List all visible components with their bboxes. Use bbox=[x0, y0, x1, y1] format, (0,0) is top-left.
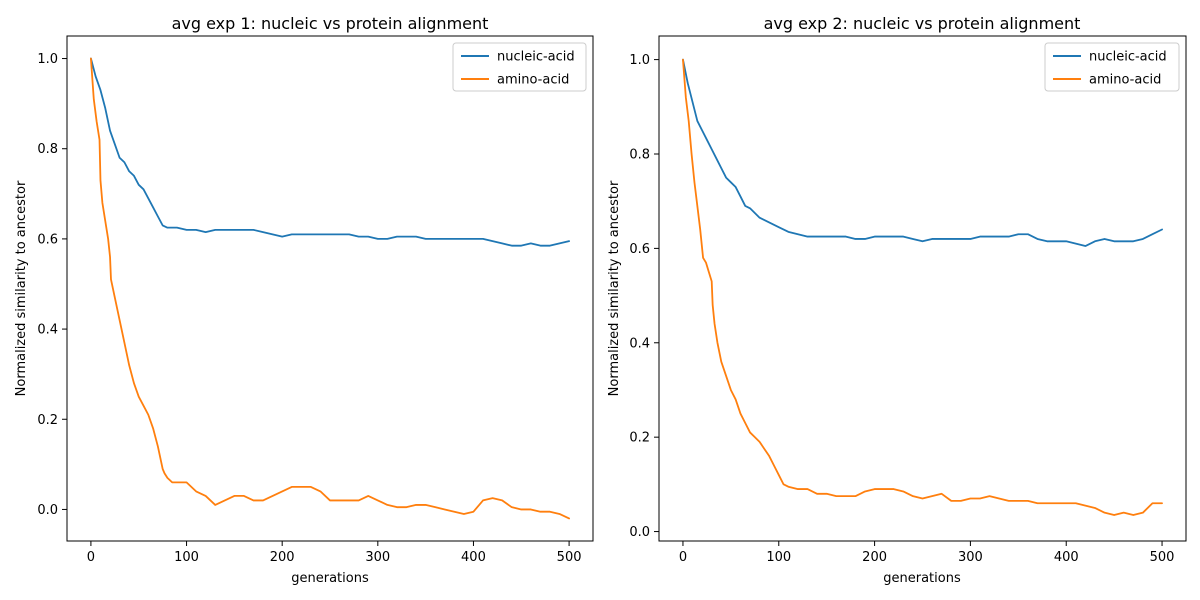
x-tick-label: 0 bbox=[679, 550, 687, 565]
legend-label-nucleic-acid: nucleic-acid bbox=[1089, 50, 1167, 65]
y-tick-label: 0.2 bbox=[37, 413, 58, 428]
legend-label-amino-acid: amino-acid bbox=[497, 73, 569, 88]
chart-panel-2: avg exp 2: nucleic vs protein alignment … bbox=[607, 14, 1187, 586]
y-tick-label: 0.2 bbox=[629, 431, 650, 446]
series-line-amino-acid bbox=[90, 57, 570, 520]
x-tick-label: 400 bbox=[1054, 550, 1079, 565]
x-tick-label: 200 bbox=[862, 550, 887, 565]
y-tick-label: 1.0 bbox=[37, 52, 58, 67]
series-line-amino-acid bbox=[682, 58, 1163, 516]
chart-title: avg exp 1: nucleic vs protein alignment bbox=[172, 14, 489, 33]
x-tick-label: 0 bbox=[87, 550, 95, 565]
x-tick-label: 500 bbox=[1150, 550, 1175, 565]
x-axis-label: generations bbox=[883, 571, 961, 586]
x-tick-label: 500 bbox=[557, 550, 582, 565]
y-tick-label: 0.6 bbox=[37, 232, 58, 247]
y-tick-label: 0.4 bbox=[629, 336, 650, 351]
x-tick-label: 400 bbox=[461, 550, 486, 565]
chart-panel-1: avg exp 1: nucleic vs protein alignment … bbox=[14, 14, 594, 586]
y-tick-label: 0.6 bbox=[629, 242, 650, 257]
y-tick-label: 1.0 bbox=[629, 53, 650, 68]
legend: nucleic-acid amino-acid bbox=[452, 42, 587, 92]
y-axis-label: Normalized similarity to ancestor bbox=[14, 180, 29, 396]
x-tick-label: 100 bbox=[766, 550, 791, 565]
plot-layer bbox=[90, 57, 570, 520]
plot-frame bbox=[66, 35, 594, 542]
axis-ticks: 0 100 200 300 400 500 0.0 0.2 0.4 0.6 0.8 1.0 bbox=[37, 52, 581, 565]
y-axis-label: Normalized similarity to ancestor bbox=[607, 180, 622, 396]
legend-label-amino-acid: amino-acid bbox=[1089, 73, 1161, 88]
y-tick-label: 0.0 bbox=[629, 525, 650, 540]
x-tick-label: 300 bbox=[958, 550, 983, 565]
y-tick-label: 0.8 bbox=[37, 142, 58, 157]
x-tick-label: 200 bbox=[270, 550, 295, 565]
series-line-nucleic-acid bbox=[90, 57, 570, 247]
y-tick-label: 0.4 bbox=[37, 323, 58, 338]
chart-title: avg exp 2: nucleic vs protein alignment bbox=[764, 14, 1081, 33]
axis-ticks: 0 100 200 300 400 500 0.0 0.2 0.4 0.6 0.8 1.0 bbox=[629, 53, 1174, 565]
y-tick-label: 0.0 bbox=[37, 503, 58, 518]
plot-frame bbox=[658, 35, 1187, 542]
series-line-nucleic-acid bbox=[682, 58, 1163, 247]
legend-label-nucleic-acid: nucleic-acid bbox=[497, 50, 575, 65]
x-tick-label: 300 bbox=[365, 550, 390, 565]
plot-layer bbox=[682, 58, 1163, 516]
x-tick-label: 100 bbox=[174, 550, 199, 565]
y-tick-label: 0.8 bbox=[629, 147, 650, 162]
legend: nucleic-acid amino-acid bbox=[1044, 42, 1180, 92]
x-axis-label: generations bbox=[291, 571, 369, 586]
